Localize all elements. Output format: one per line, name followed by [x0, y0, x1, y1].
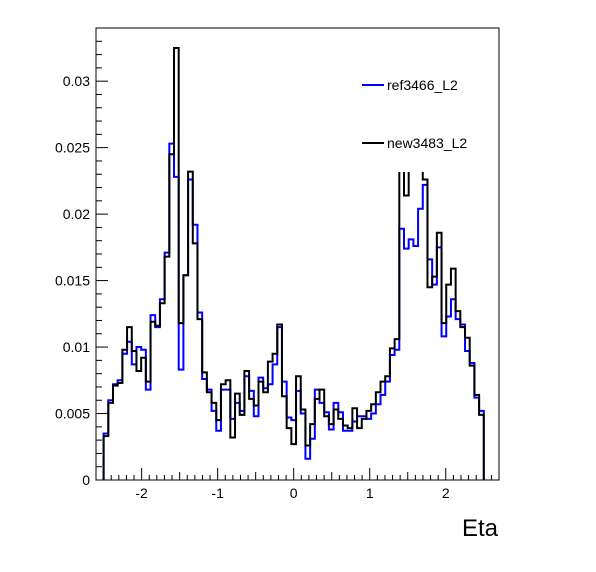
x-tick-label: -2	[135, 485, 148, 501]
x-tick-label: 1	[366, 485, 374, 501]
y-tick-label: 0.02	[63, 206, 90, 222]
y-tick-label: 0	[82, 472, 90, 488]
x-tick-label: -1	[211, 485, 224, 501]
y-tick-label: 0.015	[55, 273, 90, 289]
axes-layer: -2 -1 0 1 2 0 0.005 0.01 0.015 0.02 0.025 0.03	[55, 27, 500, 501]
y-tick-label: 0.03	[63, 73, 90, 89]
legend: ref3466_L2 new3483_L2	[356, 60, 478, 172]
x-tick-label: 0	[290, 485, 298, 501]
y-tick-label: 0.005	[55, 406, 90, 422]
legend-label-ref3466: ref3466_L2	[387, 77, 458, 93]
legend-box	[356, 60, 478, 172]
x-axis-title: Eta	[462, 515, 499, 542]
y-tick-label: 0.01	[63, 339, 90, 355]
x-tick-label: 2	[442, 485, 450, 501]
y-tick-label: 0.025	[55, 140, 90, 156]
legend-label-new3483: new3483_L2	[387, 135, 467, 151]
